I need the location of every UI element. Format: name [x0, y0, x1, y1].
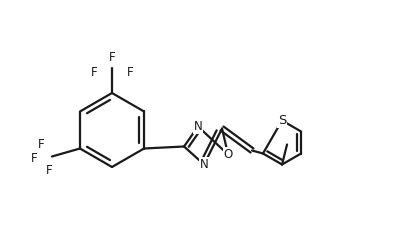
- Text: F: F: [46, 164, 52, 177]
- Text: F: F: [91, 66, 97, 78]
- Text: F: F: [38, 138, 44, 151]
- Text: F: F: [31, 152, 37, 165]
- Text: F: F: [127, 66, 133, 78]
- Text: N: N: [199, 158, 209, 171]
- Text: N: N: [194, 120, 202, 133]
- Text: O: O: [223, 148, 233, 161]
- Text: F: F: [109, 51, 115, 63]
- Text: S: S: [278, 114, 286, 127]
